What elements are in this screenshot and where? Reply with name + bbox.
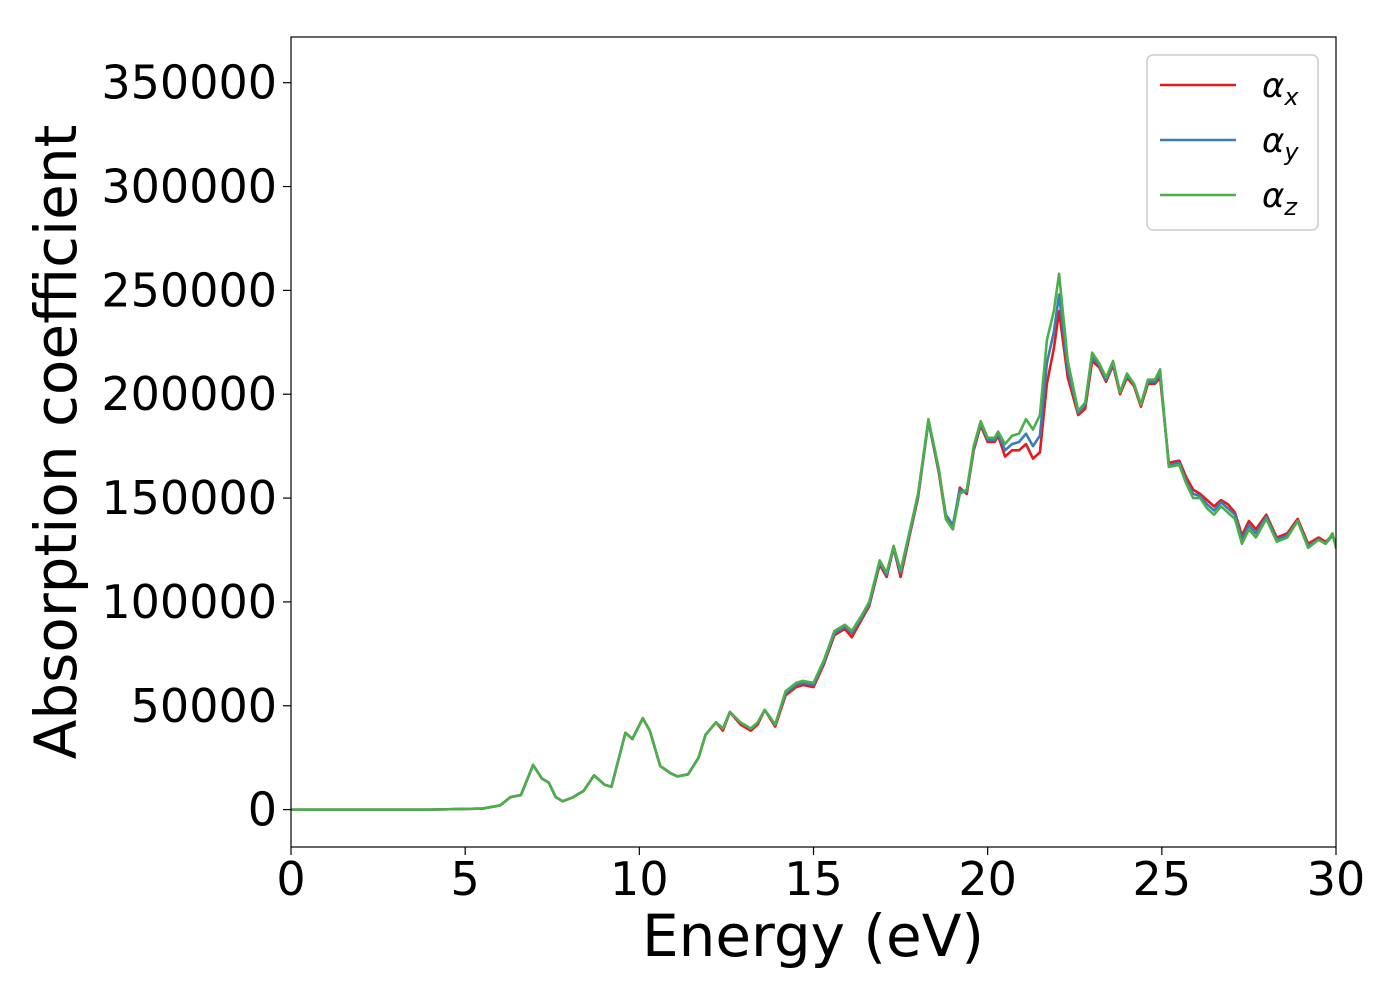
x-axis-ticks: 0 5 10 15 20 25 30 [276, 847, 1365, 906]
series-line-alpha-z [291, 272, 1336, 811]
x-tick-label: 30 [1307, 852, 1366, 906]
x-tick-label: 10 [610, 852, 669, 906]
legend-label-alpha-z: αz [1262, 176, 1298, 221]
x-tick-label: 20 [958, 852, 1017, 906]
y-tick-label: 250000 [101, 263, 277, 317]
legend-box [1146, 54, 1319, 231]
y-tick-label: 50000 [131, 679, 277, 733]
legend-label-alpha-y: αy [1262, 121, 1299, 166]
legend-items: αx αy αz [1160, 66, 1299, 221]
legend-label-alpha-x: αx [1262, 66, 1299, 111]
series-line-alpha-x [291, 309, 1336, 811]
y-tick-label: 300000 [101, 160, 277, 214]
x-tick-label: 0 [276, 852, 305, 906]
y-tick-label: 150000 [101, 471, 277, 525]
y-axis-title: Absorption coefficient [22, 125, 90, 760]
y-axis-ticks: 0 50000 100000 150000 200000 250000 300000 3500… [101, 56, 291, 837]
y-tick-label: 100000 [101, 575, 277, 629]
x-tick-label: 15 [784, 852, 843, 906]
y-tick-label: 0 [248, 783, 277, 837]
legend: αx αy αz [1146, 54, 1319, 231]
x-tick-label: 25 [1133, 852, 1192, 906]
y-tick-label: 350000 [101, 56, 277, 110]
plot-lines [291, 272, 1336, 811]
x-axis-title: Energy (eV) [642, 902, 984, 970]
series-line-alpha-y [291, 293, 1336, 811]
x-tick-label: 5 [451, 852, 480, 906]
y-tick-label: 200000 [101, 367, 277, 421]
